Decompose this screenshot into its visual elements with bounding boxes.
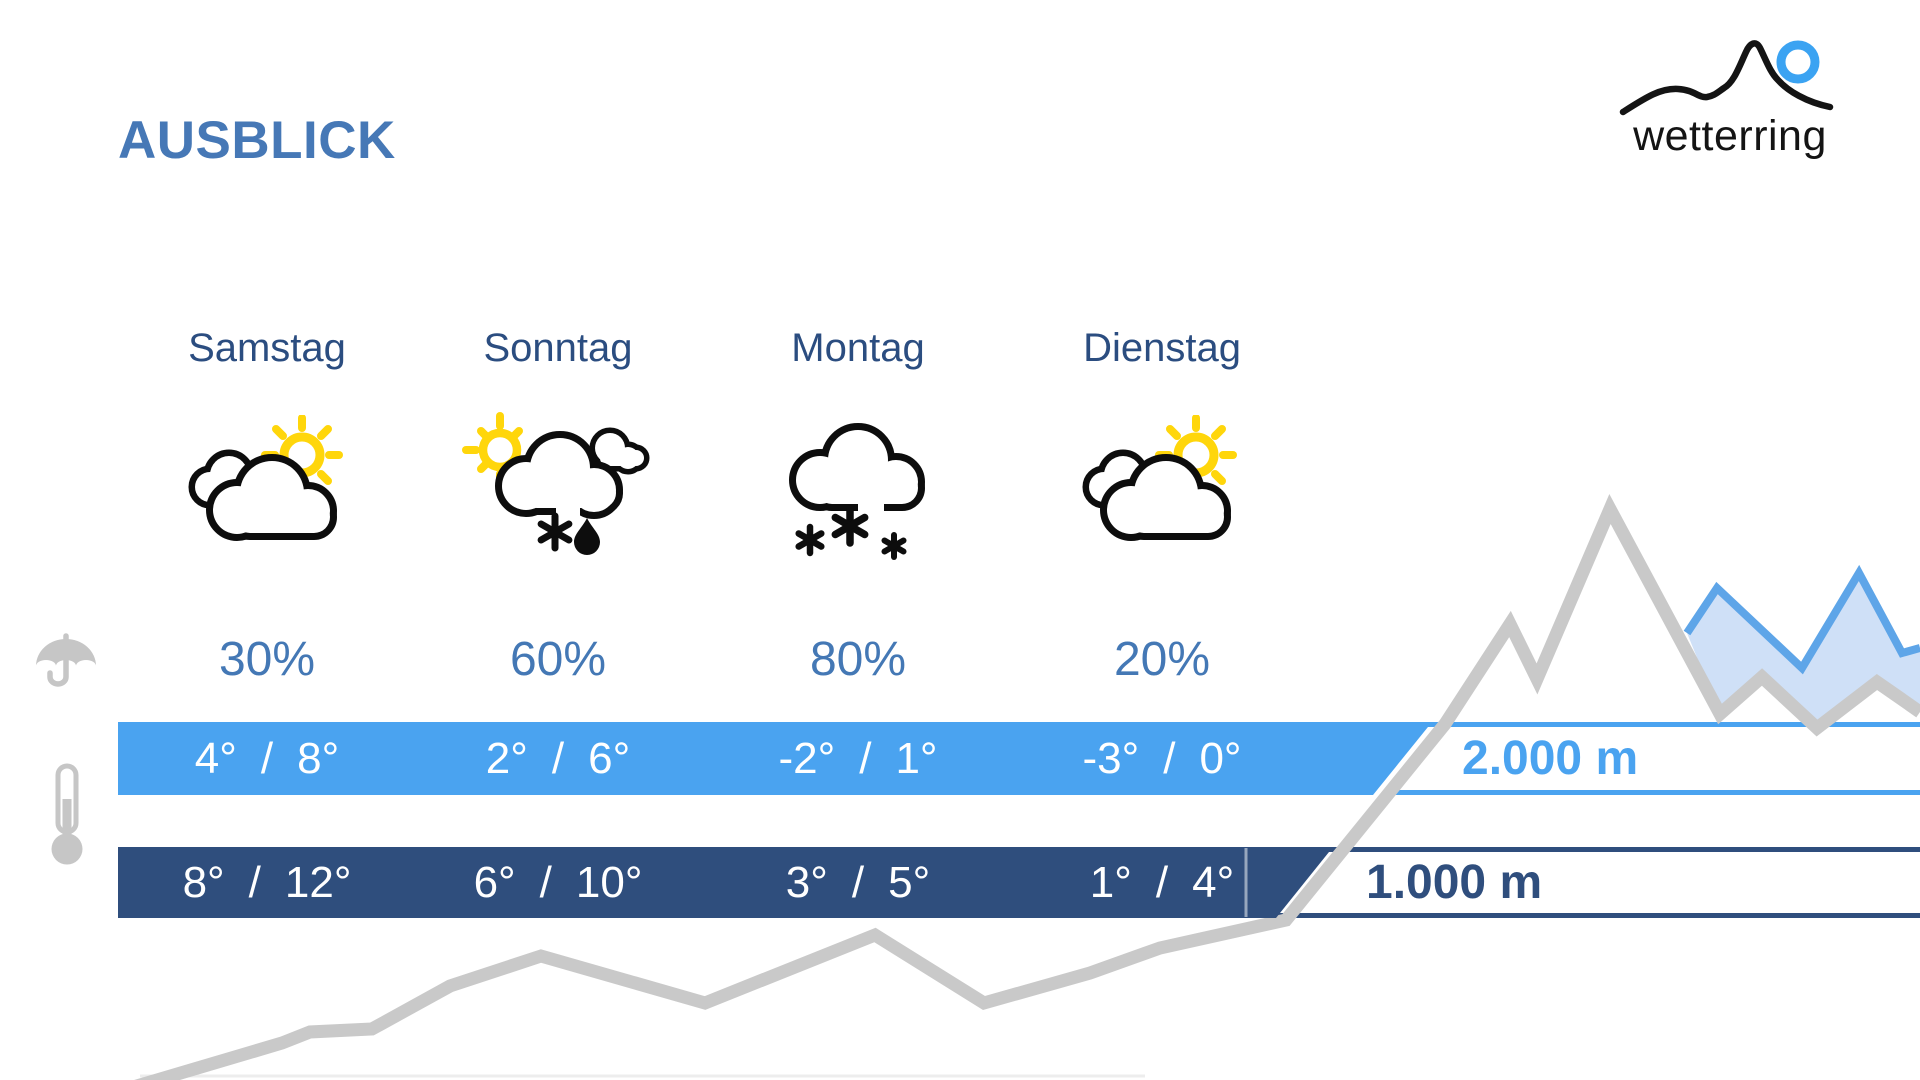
temp-max: 6° — [588, 733, 631, 783]
sun-behind-clouds-icon — [188, 414, 343, 541]
temp-max: 5° — [888, 857, 931, 907]
temp-separator: / — [551, 733, 565, 783]
snowflake-icon — [795, 523, 825, 557]
altitude-label-2000m: 2.000 m — [1462, 732, 1639, 785]
temp-max: 1° — [895, 733, 938, 783]
snowflake-icon — [831, 505, 869, 547]
temp-min: 2° — [485, 733, 528, 783]
temp-max: 4° — [1192, 857, 1235, 907]
temp-max: 12° — [284, 857, 352, 907]
temp-separator: / — [248, 857, 261, 907]
weather-icon-montag — [770, 418, 1000, 628]
day-name-sonntag: Sonntag — [483, 326, 633, 370]
precip-probability: 20% — [1113, 633, 1211, 686]
temp-min: -2° — [778, 733, 836, 783]
weather-icon-dienstag — [1076, 414, 1296, 590]
logo-ridge-line — [1619, 40, 1834, 116]
temp-range-2000m: 4° / 8° — [117, 722, 417, 795]
temp-separator: / — [859, 733, 872, 783]
precip-probability: 60% — [509, 633, 607, 686]
blue-ridge-line — [1683, 564, 1920, 675]
precip-probability: 80% — [809, 633, 907, 686]
temp-separator: / — [1163, 733, 1176, 783]
upper-band-outlined-section — [1395, 722, 1920, 795]
brand-logo: wetterring — [1600, 22, 1860, 172]
precip-probability: 30% — [218, 633, 316, 686]
lower-band-solid — [118, 847, 1333, 918]
temp-range-1000m: 1° / 4° — [1012, 847, 1312, 918]
snowflake-icon — [537, 512, 573, 552]
raindrop-icon — [574, 518, 600, 555]
thermometer-icon — [46, 763, 88, 872]
temp-min: 6° — [473, 857, 516, 907]
day-name-dienstag: Dienstag — [1083, 326, 1241, 370]
upper-band-solid — [118, 722, 1432, 795]
weather-icon-sonntag — [448, 410, 678, 615]
temp-separator: / — [1155, 857, 1169, 907]
temp-min: -3° — [1082, 733, 1140, 783]
page-title: AUSBLICK — [118, 111, 396, 170]
temp-range-2000m: -3° / 0° — [1012, 722, 1312, 795]
snowflake-icon — [881, 532, 907, 560]
day-name-montag: Montag — [791, 326, 925, 370]
temp-min: 8° — [182, 857, 225, 907]
temp-max: 8° — [297, 733, 340, 783]
temp-range-2000m: 2° / 6° — [408, 722, 708, 795]
umbrella-icon — [30, 633, 102, 696]
sun-behind-clouds-icon — [1082, 414, 1237, 541]
temp-range-1000m: 3° / 5° — [708, 847, 1008, 918]
logo-sun-circle — [1776, 40, 1820, 84]
temp-min: 1° — [1089, 857, 1132, 907]
logo-mountain-icon — [1619, 40, 1834, 116]
lower-band-outlined-section — [1245, 847, 1920, 918]
day-name-samstag: Samstag — [188, 326, 346, 370]
weather-icon-samstag — [182, 414, 402, 590]
temp-separator: / — [539, 857, 552, 907]
temp-max: 10° — [575, 857, 643, 907]
cloud-snow-icon — [789, 423, 925, 560]
altitude-label-1000m: 1.000 m — [1366, 856, 1543, 909]
temp-separator: / — [260, 733, 274, 783]
temp-range-1000m: 8° / 12° — [117, 847, 417, 918]
temp-range-2000m: -2° / 1° — [708, 722, 1008, 795]
sun-clouds-snow-rain-icon — [462, 412, 650, 555]
temp-range-1000m: 6° / 10° — [408, 847, 708, 918]
temp-min: 3° — [785, 857, 828, 907]
temp-min: 4° — [194, 733, 237, 783]
brand-name: wetterring — [1633, 112, 1827, 160]
temp-separator: / — [851, 857, 865, 907]
temp-max: 0° — [1199, 733, 1242, 783]
mountain-profile-line — [134, 494, 1920, 1080]
